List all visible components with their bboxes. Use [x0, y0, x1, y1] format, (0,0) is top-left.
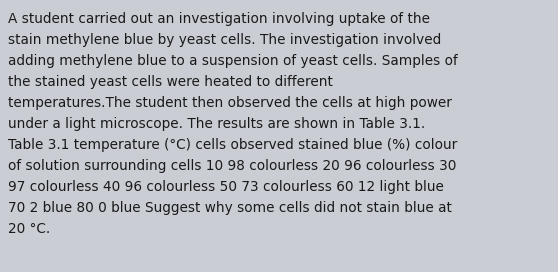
Text: stain methylene blue by yeast cells. The investigation involved: stain methylene blue by yeast cells. The… [8, 33, 441, 47]
Text: of solution surrounding cells 10 98 colourless 20 96 colourless 30: of solution surrounding cells 10 98 colo… [8, 159, 456, 173]
Text: A student carried out an investigation involving uptake of the: A student carried out an investigation i… [8, 12, 430, 26]
Text: under a light microscope. The results are shown in Table 3.1.: under a light microscope. The results ar… [8, 117, 425, 131]
Text: 97 colourless 40 96 colourless 50 73 colourless 60 12 light blue: 97 colourless 40 96 colourless 50 73 col… [8, 180, 444, 194]
Text: temperatures.The student then observed the cells at high power: temperatures.The student then observed t… [8, 96, 452, 110]
Text: Table 3.1 temperature (°C) cells observed stained blue (%) colour: Table 3.1 temperature (°C) cells observe… [8, 138, 457, 152]
Text: adding methylene blue to a suspension of yeast cells. Samples of: adding methylene blue to a suspension of… [8, 54, 458, 68]
Text: 70 2 blue 80 0 blue Suggest why some cells did not stain blue at: 70 2 blue 80 0 blue Suggest why some cel… [8, 201, 452, 215]
Text: 20 °C.: 20 °C. [8, 222, 50, 236]
Text: the stained yeast cells were heated to different: the stained yeast cells were heated to d… [8, 75, 333, 89]
